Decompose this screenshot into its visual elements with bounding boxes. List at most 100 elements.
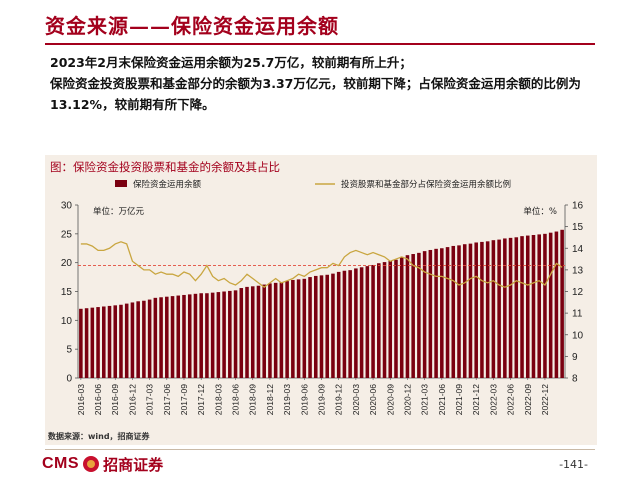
summary-text: 2023年2月末保险资金运用余额为25.7万亿，较前期有所上升； 保险资金投资股… [50,52,598,115]
bar [371,264,375,378]
bar [468,243,473,378]
bar [319,275,324,378]
bar [417,252,421,378]
x-tick-label: 2018-06 [231,384,241,415]
bar [336,271,341,378]
x-tick-label: 2022-06 [506,384,516,415]
bar [205,293,209,378]
bar [176,295,181,378]
bar [302,278,307,378]
bar [525,235,530,378]
right-tick-label: 8 [572,374,578,385]
x-tick-label: 2017-06 [162,384,172,415]
bar [124,303,129,378]
bar [359,267,364,378]
title-rule [45,43,595,45]
x-tick-label: 2016-06 [93,384,103,415]
bar [548,232,553,378]
bar [279,282,284,378]
bar [405,255,410,378]
legend-swatch-bar [115,180,127,187]
bar [79,308,83,378]
data-source: 数据来源：wind，招商证券 [48,432,150,441]
left-tick-label: 0 [66,374,72,385]
bar [422,251,427,378]
x-tick-label: 2018-03 [213,384,223,415]
x-tick-label: 2016-03 [76,384,86,415]
bar [102,306,106,378]
bar [382,262,387,378]
bar [497,239,501,378]
bar [107,305,112,378]
bar [503,238,507,378]
bar [560,229,564,378]
company-logo: CMS 招商证券 [42,454,163,474]
bar [411,254,415,378]
bar [434,248,438,378]
x-tick-label: 2018-09 [248,384,258,415]
bar [537,234,541,378]
bar [480,241,484,378]
bar [256,285,261,378]
legend-label-line: 投资股票和基金部分占保险资金运用余额比例 [341,179,511,190]
x-tick-label: 2019-12 [334,384,344,415]
right-tick-label: 9 [572,352,578,363]
bar [474,242,478,378]
right-tick-label: 16 [572,201,584,212]
bar [348,270,352,378]
bar [96,307,100,378]
bar [462,244,467,378]
left-tick-label: 5 [66,345,72,356]
bar [296,279,301,378]
bar [245,286,249,378]
bar [440,248,444,378]
left-tick-label: 15 [61,287,73,298]
x-tick-label: 2017-12 [196,384,206,415]
page-number: -141- [559,458,588,471]
logo-name: 招商证券 [103,455,164,474]
bar [273,282,278,378]
bar [228,290,232,378]
left-tick-label: 25 [61,229,73,240]
bar [457,245,461,378]
bar [388,260,393,378]
right-tick-label: 10 [572,330,584,341]
right-tick-label: 14 [572,244,584,255]
x-tick-label: 2020-06 [368,384,378,415]
right-tick-label: 12 [572,287,584,298]
right-axis-unit: 单位：% [523,206,557,217]
bar [199,293,203,378]
bar [119,304,123,378]
x-tick-label: 2019-06 [299,384,309,415]
x-tick-label: 2021-06 [437,384,447,415]
bar [165,296,169,378]
bar [365,266,370,378]
x-tick-label: 2022-09 [523,384,533,415]
bar [514,237,519,378]
left-tick-label: 30 [61,201,73,212]
bar [187,294,192,378]
bar [445,247,450,378]
left-tick-label: 10 [61,316,73,327]
bar [239,288,244,378]
logo-brand: CMS [42,455,80,472]
bar [147,299,152,378]
bar [342,270,347,378]
x-tick-label: 2018-12 [265,384,275,415]
bar [210,292,215,378]
bar [531,234,536,378]
x-tick-label: 2021-09 [454,384,464,415]
bar [331,273,335,378]
bar [233,290,238,378]
bar [428,249,433,378]
bar [354,268,358,378]
bar [153,297,158,378]
legend-label-bar: 保险资金运用余额 [133,179,202,190]
x-tick-label: 2019-03 [282,384,292,415]
bar [485,241,490,378]
bar [136,301,140,378]
x-tick-label: 2021-03 [420,384,430,415]
x-tick-label: 2017-03 [145,384,155,415]
x-tick-label: 2020-03 [351,384,361,415]
bar [222,291,226,378]
